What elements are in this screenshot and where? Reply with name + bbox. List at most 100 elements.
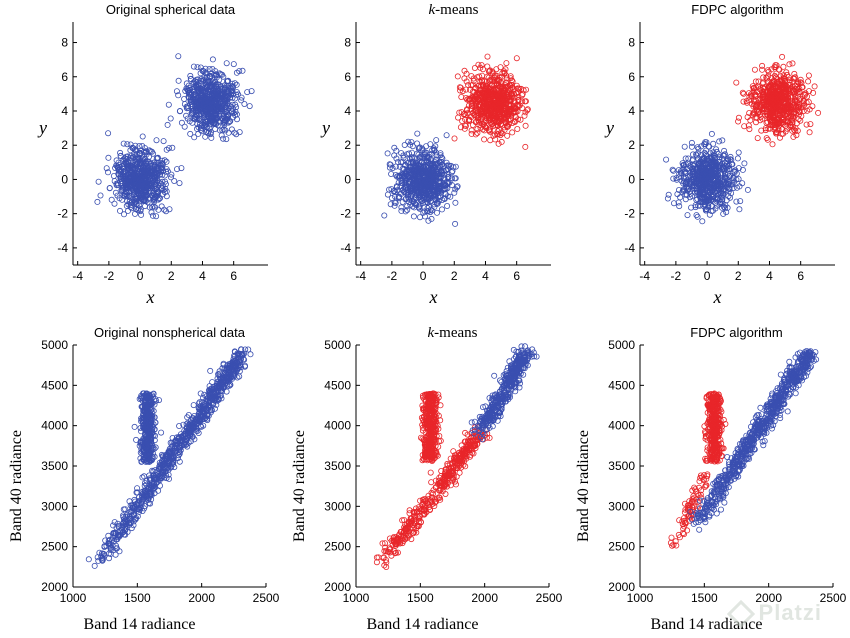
point-cluster-1 — [166, 206, 173, 213]
point-cluster-1 — [414, 130, 421, 137]
point-cluster-2 — [214, 81, 221, 88]
point-cluster-1 — [144, 183, 151, 190]
point-cluster-1 — [737, 198, 744, 205]
point-cluster-2 — [223, 60, 230, 67]
point-cluster-1 — [384, 191, 391, 198]
point-cluster-1 — [141, 176, 148, 183]
point-cluster-1 — [160, 138, 167, 145]
point-cluster-2 — [195, 124, 202, 131]
point-cluster-2 — [225, 105, 232, 112]
y-tick-label: 0 — [628, 172, 635, 186]
chart-panel-4: 1000 1500 2000 2500200025003000350040004500… — [8, 325, 280, 633]
point-cluster-2 — [239, 67, 246, 74]
scatter-points — [663, 53, 822, 225]
point-cluster-2 — [187, 75, 194, 82]
point-cluster-2 — [212, 100, 219, 107]
point-cluster-1 — [404, 206, 411, 213]
point-cluster-2 — [807, 121, 814, 128]
point-cluster-2 — [226, 84, 233, 91]
point-cluster-2 — [212, 115, 219, 122]
point-cluster-2 — [481, 136, 488, 143]
point-cluster-2 — [192, 82, 199, 89]
point-cluster-2 — [790, 133, 797, 140]
point-cluster-1 — [439, 155, 446, 162]
point-cluster-1 — [408, 149, 415, 156]
y-tick-label: 4 — [344, 104, 351, 118]
point-cluster-1 — [115, 167, 122, 174]
point-cluster-1 — [400, 154, 407, 161]
point-cluster-2 — [202, 94, 209, 101]
point-cluster-1 — [171, 177, 178, 184]
point-cluster-2 — [214, 91, 221, 98]
point-cluster-1 — [433, 137, 440, 144]
point-cluster-2 — [791, 126, 798, 133]
y-tick-label: 6 — [344, 70, 351, 84]
point-cluster-2 — [215, 106, 222, 113]
x-axis-label: x — [146, 287, 155, 307]
point-cluster-1 — [451, 175, 458, 182]
point-cluster-1 — [168, 171, 175, 178]
x-tick-label: 4 — [482, 269, 489, 283]
point-cluster-1 — [444, 202, 451, 209]
point-cluster-1 — [148, 171, 155, 178]
point-cluster-1 — [126, 192, 133, 199]
point-cluster-2 — [218, 132, 225, 139]
point-cluster-2 — [225, 119, 232, 126]
point-cluster-2 — [233, 116, 240, 123]
x-axis-label: x — [429, 287, 438, 307]
point-cluster-2 — [178, 119, 185, 126]
point-cluster-2 — [175, 77, 182, 84]
point-cluster-1 — [151, 159, 158, 166]
point-cluster-1 — [448, 175, 455, 182]
point-cluster-1 — [688, 143, 695, 150]
point-cluster-1 — [391, 199, 398, 206]
point-cluster-1 — [97, 192, 104, 199]
point-cluster-1 — [155, 182, 162, 189]
point-cluster-2 — [194, 76, 201, 83]
x-tick-label: -4 — [639, 269, 650, 283]
point-cluster-2 — [201, 121, 208, 128]
point-cluster-2 — [199, 67, 206, 74]
point-cluster-2 — [198, 128, 205, 135]
point-cluster-2 — [206, 125, 213, 132]
point-cluster-2 — [221, 82, 228, 89]
point-cluster-2 — [209, 80, 216, 87]
point-cluster-1 — [132, 165, 139, 172]
point-cluster-2 — [167, 115, 174, 122]
point-cluster-1 — [398, 204, 405, 211]
point-cluster-1 — [741, 160, 748, 167]
point-cluster-1 — [144, 158, 151, 165]
point-cluster-2 — [202, 80, 209, 87]
point-cluster-1 — [153, 213, 160, 220]
point-cluster-1 — [160, 187, 167, 194]
point-cluster-1 — [719, 137, 726, 144]
point-cluster-1 — [122, 159, 129, 166]
point-cluster-2 — [747, 117, 754, 124]
point-cluster-2 — [209, 56, 216, 63]
point-cluster-2 — [246, 103, 253, 110]
point-cluster-1 — [433, 209, 440, 216]
point-cluster-1 — [677, 194, 684, 201]
x-tick-label: -2 — [671, 269, 682, 283]
point-diagonal-band — [207, 367, 214, 374]
point-cluster-2 — [208, 134, 215, 141]
x-axis-label: x — [713, 287, 722, 307]
y-tick-label: 6 — [628, 70, 635, 84]
point-cluster-2 — [236, 129, 243, 136]
point-cluster-1 — [115, 159, 122, 166]
point-cluster-2 — [733, 79, 740, 86]
point-cluster-1 — [160, 167, 167, 174]
point-cluster-2 — [210, 87, 217, 94]
point-cluster-2 — [751, 66, 758, 73]
point-cluster-2 — [229, 83, 236, 90]
point-cluster-1 — [131, 171, 138, 178]
point-cluster-1 — [149, 212, 156, 219]
point-cluster-2 — [175, 92, 182, 99]
point-cluster-1 — [736, 206, 743, 213]
point-cluster-2 — [219, 115, 226, 122]
point-cluster-1 — [124, 153, 131, 160]
point-cluster-1 — [144, 167, 151, 174]
point-cluster-2 — [209, 84, 216, 91]
chart-title: Original spherical data — [106, 2, 236, 17]
point-cluster-1 — [125, 201, 132, 208]
